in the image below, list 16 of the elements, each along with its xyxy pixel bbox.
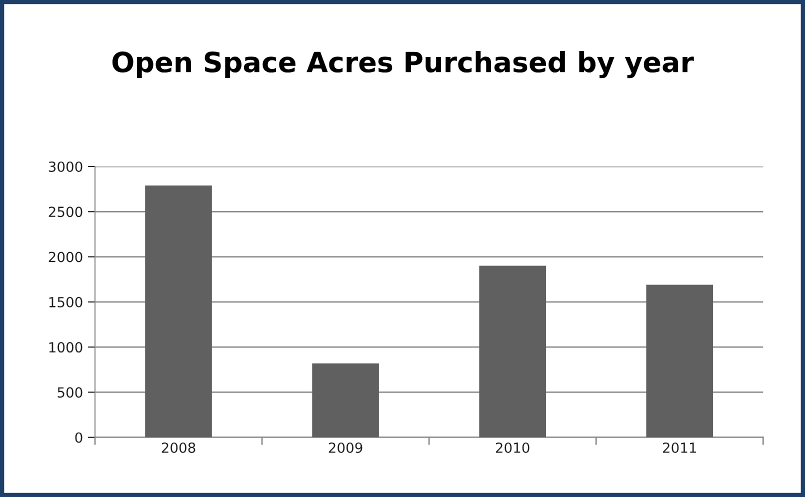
x-tick-label: 2011 xyxy=(662,442,696,453)
x-tick-label: 2010 xyxy=(496,442,530,453)
bar xyxy=(145,185,212,438)
x-tick-label: 2008 xyxy=(162,442,196,453)
chart-title: Open Space Acres Purchased by year xyxy=(112,51,694,78)
bar xyxy=(646,284,714,438)
y-tick-label: 1000 xyxy=(49,342,82,353)
x-tick-label: 2009 xyxy=(328,442,362,453)
bar xyxy=(312,363,379,438)
bar xyxy=(479,266,546,438)
y-tick-label: 1500 xyxy=(49,296,82,308)
y-tick-label: 2000 xyxy=(48,252,82,262)
y-tick-label: 3000 xyxy=(48,161,82,172)
y-tick-label: 500 xyxy=(58,387,82,398)
y-tick-label: 2500 xyxy=(48,206,82,218)
y-tick-label: 0 xyxy=(75,432,82,443)
